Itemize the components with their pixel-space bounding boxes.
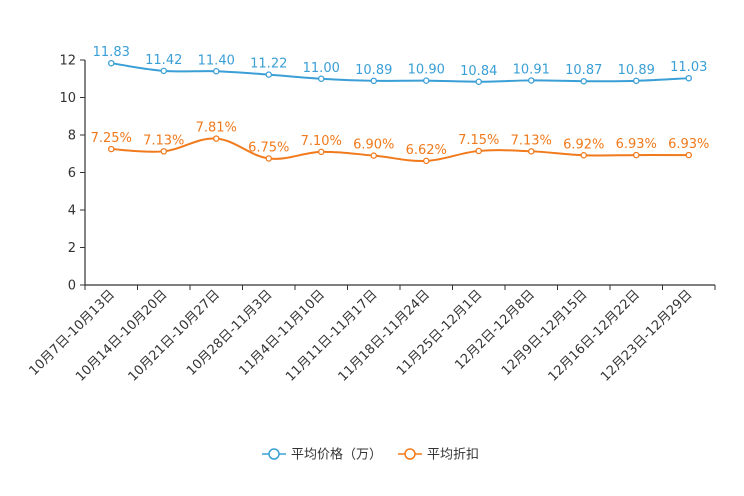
data-label: 7.25% bbox=[91, 131, 132, 146]
data-label: 11.42 bbox=[145, 53, 182, 68]
x-tick-label: 10月21日-10月27日 bbox=[126, 287, 223, 384]
x-tick-label: 12月16日-12月22日 bbox=[546, 287, 643, 384]
data-point[interactable] bbox=[528, 148, 535, 155]
data-label: 11.03 bbox=[670, 60, 707, 75]
data-point[interactable] bbox=[160, 67, 167, 75]
data-point[interactable] bbox=[580, 151, 588, 159]
data-label: 6.92% bbox=[563, 137, 604, 152]
data-point[interactable] bbox=[528, 77, 535, 84]
data-label: 10.90 bbox=[408, 63, 445, 78]
data-label: 10.89 bbox=[355, 63, 392, 78]
data-point[interactable] bbox=[108, 145, 115, 153]
data-label: 6.62% bbox=[406, 143, 447, 158]
series-line-1 bbox=[111, 137, 689, 162]
data-label: 10.91 bbox=[513, 62, 550, 77]
data-point[interactable] bbox=[475, 78, 482, 86]
data-point[interactable] bbox=[265, 71, 272, 78]
data-point[interactable] bbox=[160, 148, 167, 155]
data-point[interactable] bbox=[633, 77, 640, 85]
data-label: 10.87 bbox=[565, 63, 602, 78]
data-label: 6.93% bbox=[616, 137, 657, 152]
y-tick-label: 10 bbox=[59, 91, 76, 106]
data-label: 7.15% bbox=[458, 133, 499, 148]
data-point[interactable] bbox=[212, 68, 220, 75]
x-tick-label: 11月18日-11月24日 bbox=[336, 287, 433, 384]
y-tick-label: 4 bbox=[68, 204, 76, 219]
y-tick-label: 6 bbox=[68, 166, 76, 181]
x-tick-label: 12月23日-12月29日 bbox=[598, 287, 695, 384]
legend-marker-1 bbox=[404, 448, 416, 460]
x-tick-label: 10月14日-10月20日 bbox=[73, 287, 170, 384]
data-label: 11.22 bbox=[250, 57, 287, 72]
data-point[interactable] bbox=[370, 77, 377, 85]
data-label: 11.00 bbox=[303, 61, 340, 76]
data-point[interactable] bbox=[317, 75, 325, 83]
y-tick-label: 12 bbox=[59, 54, 76, 69]
data-point[interactable] bbox=[475, 147, 482, 155]
data-label: 11.83 bbox=[93, 45, 130, 60]
data-point[interactable] bbox=[370, 152, 377, 159]
data-label: 11.40 bbox=[198, 53, 235, 68]
data-point[interactable] bbox=[685, 74, 693, 82]
data-point[interactable] bbox=[685, 151, 693, 159]
data-label: 10.84 bbox=[460, 64, 497, 79]
y-tick-label: 2 bbox=[68, 241, 76, 256]
legend-marker-0 bbox=[268, 448, 280, 460]
data-label: 6.93% bbox=[668, 137, 709, 152]
data-point[interactable] bbox=[265, 155, 272, 162]
y-tick-label: 8 bbox=[68, 129, 76, 144]
x-tick-label: 10月7日-10月13日 bbox=[26, 287, 118, 379]
data-label: 7.10% bbox=[301, 134, 342, 149]
data-point[interactable] bbox=[633, 151, 640, 159]
x-tick-label: 11月11日-11月17日 bbox=[283, 287, 380, 384]
data-label: 6.90% bbox=[353, 138, 394, 153]
data-point[interactable] bbox=[422, 77, 430, 84]
data-point[interactable] bbox=[580, 77, 588, 85]
data-point[interactable] bbox=[317, 148, 325, 156]
legend-label-1[interactable]: 平均折扣 bbox=[427, 448, 479, 463]
y-tick-label: 0 bbox=[68, 279, 76, 294]
legend-label-0[interactable]: 平均价格（万） bbox=[291, 447, 382, 463]
series-line-0 bbox=[111, 62, 689, 83]
data-point[interactable] bbox=[108, 59, 115, 67]
data-point[interactable] bbox=[212, 135, 220, 142]
data-label: 7.81% bbox=[196, 121, 237, 136]
data-label: 7.13% bbox=[511, 133, 552, 148]
data-point[interactable] bbox=[422, 157, 430, 165]
data-label: 7.13% bbox=[143, 133, 184, 148]
data-label: 10.89 bbox=[618, 63, 655, 78]
data-label: 6.75% bbox=[248, 140, 289, 155]
